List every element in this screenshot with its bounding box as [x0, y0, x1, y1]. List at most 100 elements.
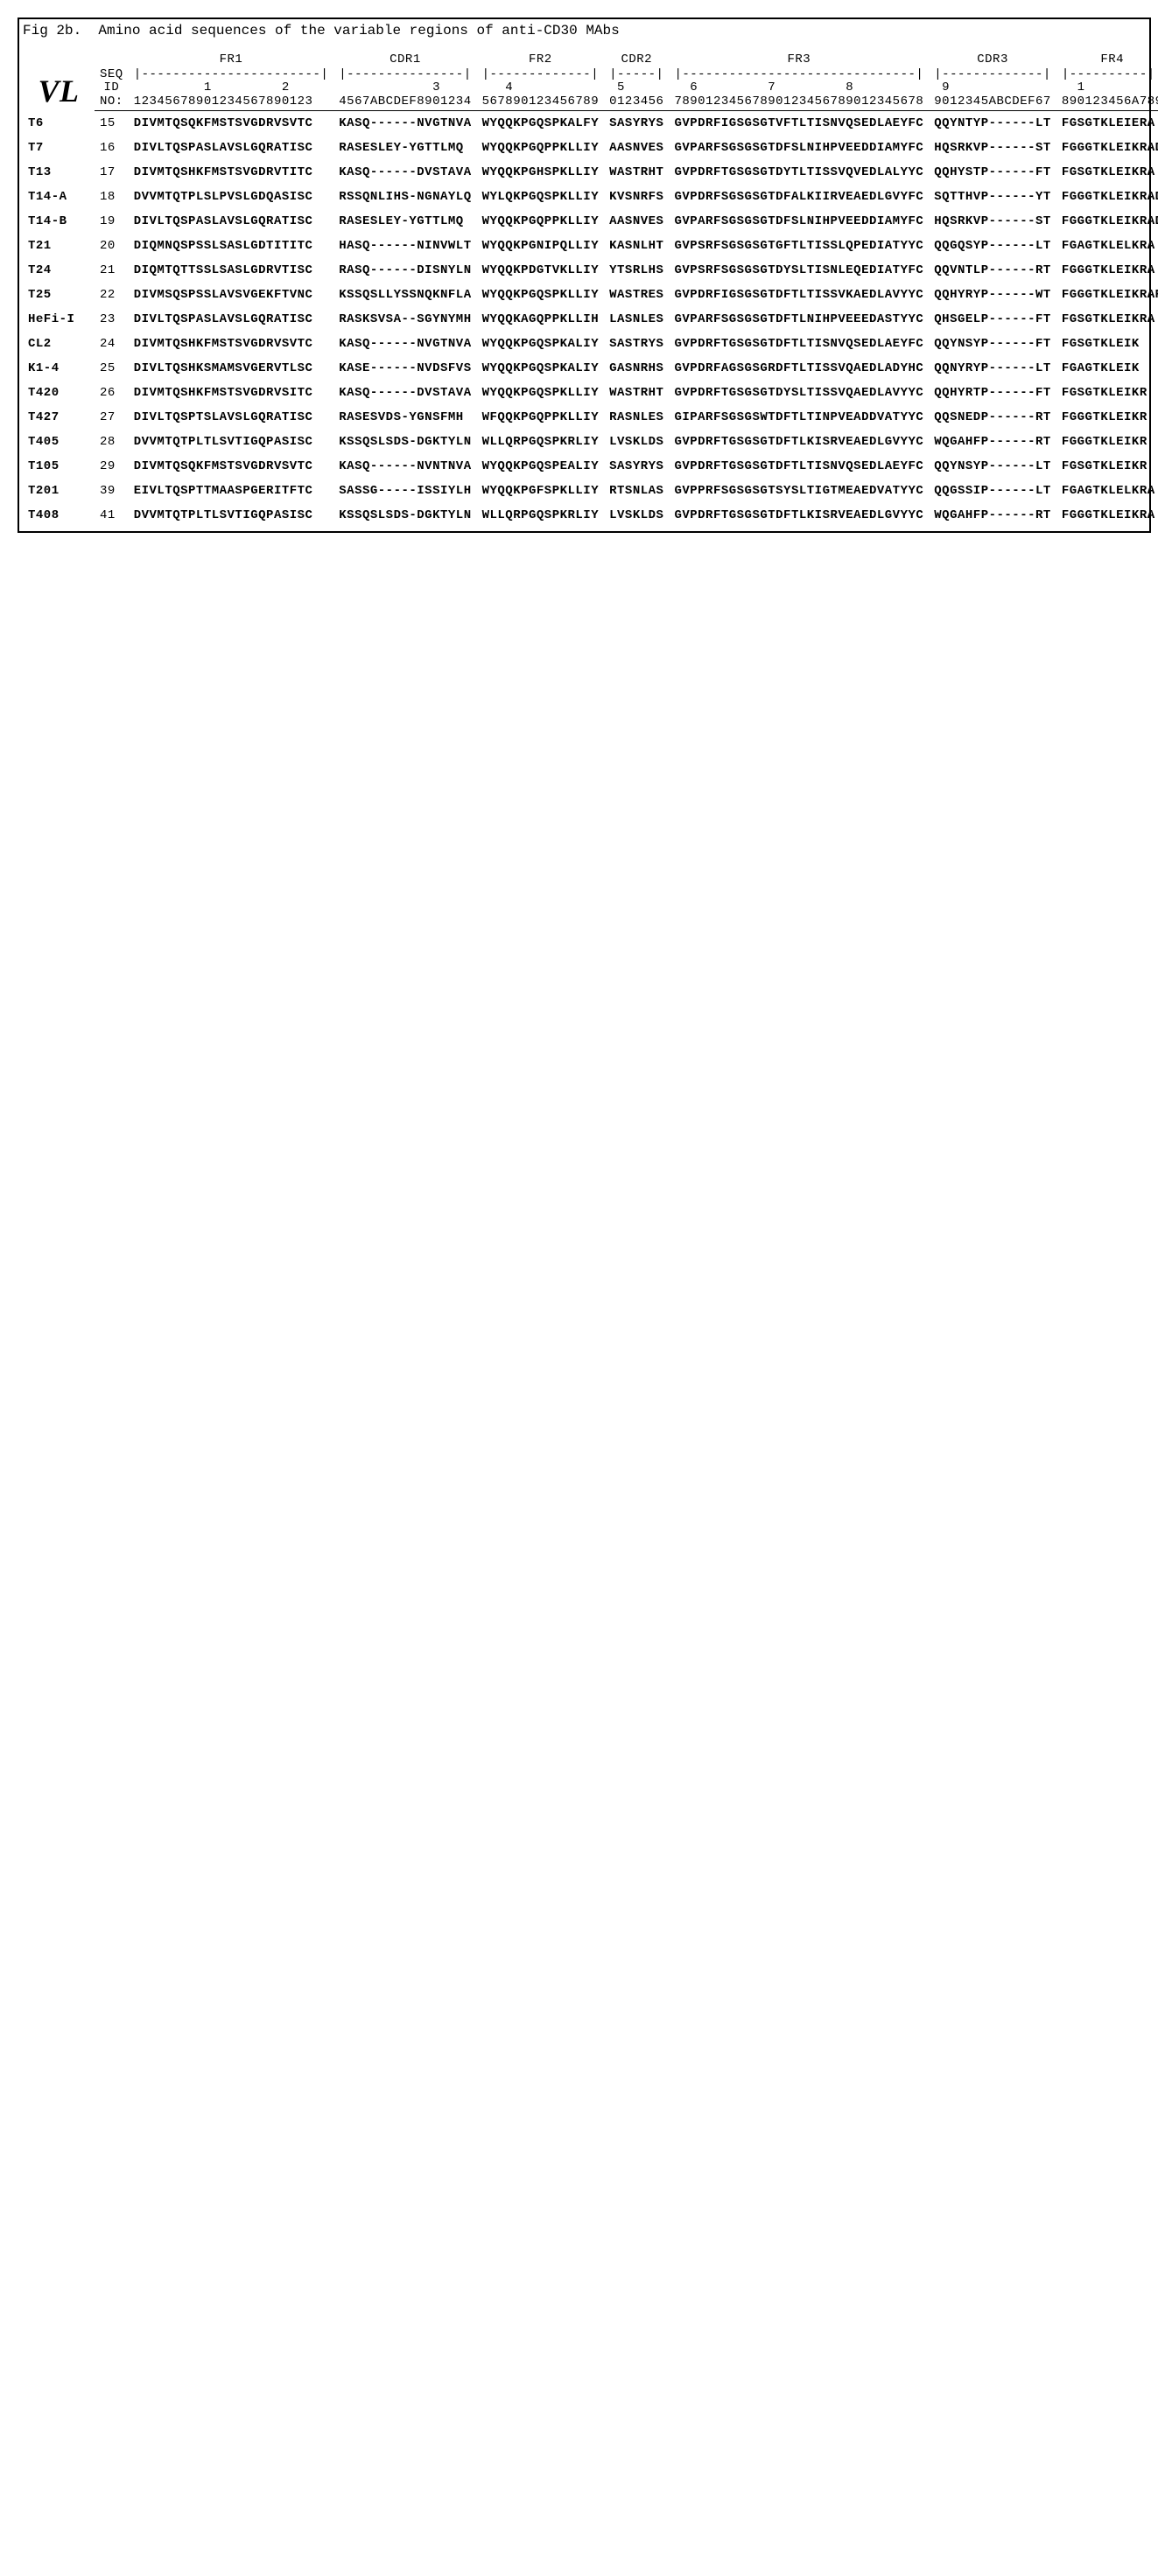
- seq-id: 41: [95, 503, 129, 528]
- seq-FR3: GVPDRFIGSGSGTDFTLTISSVKAEDLAVYYC: [669, 283, 929, 307]
- seq-CDR2: AASNVES: [604, 209, 669, 234]
- ruler-row: |-----------------------| |-------------…: [23, 68, 1158, 81]
- seq-FR4: FGSGTKLEIK: [1056, 332, 1158, 356]
- figure-label: Fig 2b.: [23, 23, 81, 38]
- units-CDR1: 4567ABCDEF8901234: [333, 95, 476, 111]
- seq-CDR3: SQTTHVP------YT: [929, 185, 1056, 209]
- sequence-row: CL224DIVMTQSHKFMSTSVGDRVSVTCKASQ------NV…: [23, 332, 1158, 356]
- seq-id: 27: [95, 405, 129, 430]
- seq-CDR3: QQYNTYP------LT: [929, 111, 1056, 136]
- seq-CDR1: RASESLEY-YGTTLMQ: [333, 136, 476, 160]
- seq-FR3: GVPARFSGSGSGTDFTLNIHPVEEEDASTYYC: [669, 307, 929, 332]
- sequence-row: T10529DIVMTQSQKFMSTSVGDRVSVTCKASQ------N…: [23, 454, 1158, 479]
- seq-CDR2: LVSKLDS: [604, 503, 669, 528]
- seq-CDR1: RASESVDS-YGNSFMH: [333, 405, 476, 430]
- seq-id: 18: [95, 185, 129, 209]
- seq-FR3: GVPSRFSGSGSGTGFTLTISSLQPEDIATYYC: [669, 234, 929, 258]
- tens-CDR2: 5: [604, 81, 669, 94]
- seq-FR4: FGGGTKLEIKRAD: [1056, 209, 1158, 234]
- chain-label: VL: [28, 73, 89, 109]
- seq-CDR2: SASTRYS: [604, 332, 669, 356]
- seq-FR2: WYQQKPGQSPKALIY: [477, 356, 605, 381]
- seq-CDR2: WASTRHT: [604, 381, 669, 405]
- seq-FR4: FGSGTKLEIKR: [1056, 454, 1158, 479]
- seq-FR3: GVPPRFSGSGSGTSYSLTIGTMEAEDVATYYC: [669, 479, 929, 503]
- position-tens-row: 1 2 3 4 5 6 7 8 9 1: [23, 81, 1158, 94]
- seq-id: 17: [95, 160, 129, 185]
- seq-FR3: GIPARFSGSGSWTDFTLTINPVEADDVATYYC: [669, 405, 929, 430]
- seq-CDR2: LVSKLDS: [604, 430, 669, 454]
- units-FR3: 78901234567890123456789012345678: [669, 95, 929, 111]
- clone-name: T201: [23, 479, 95, 503]
- sequence-row: T42026DIVMTQSHKFMSTSVGDRVSITCKASQ------D…: [23, 381, 1158, 405]
- seq-FR1: DVVMTQTPLTLSVTIGQPASISC: [129, 503, 334, 528]
- clone-name: T6: [23, 111, 95, 136]
- clone-name: T427: [23, 405, 95, 430]
- seq-FR2: WYLQKPGQSPKLLIY: [477, 185, 605, 209]
- seq-FR4: FGGGTKLEIKRA: [1056, 258, 1158, 283]
- seq-CDR3: WQGAHFP------RT: [929, 430, 1056, 454]
- region-header-row: VL SEQ ID NO: FR1 CDR1 FR2 CDR2 FR3 CDR3…: [23, 47, 1158, 68]
- seq-CDR3: QQSNEDP------RT: [929, 405, 1056, 430]
- figure-container: Fig 2b. Amino acid sequences of the vari…: [18, 18, 1151, 533]
- seq-FR1: DIVMTQSQKFMSTSVGDRVSVTC: [129, 111, 334, 136]
- seq-CDR2: RTSNLAS: [604, 479, 669, 503]
- seq-id: 16: [95, 136, 129, 160]
- seq-CDR1: RSSQNLIHS-NGNAYLQ: [333, 185, 476, 209]
- seq-FR3: GVPDRFTGSGSGTDFTLTISNVQSEDLAEYFC: [669, 332, 929, 356]
- sequence-table: VL SEQ ID NO: FR1 CDR1 FR2 CDR2 FR3 CDR3…: [23, 47, 1158, 528]
- ruler-CDR1: |---------------|: [333, 68, 476, 81]
- clone-name: T14-B: [23, 209, 95, 234]
- seq-CDR3: QQNYRYP------LT: [929, 356, 1056, 381]
- sequence-body: T615DIVMTQSQKFMSTSVGDRVSVTCKASQ------NVG…: [23, 111, 1158, 528]
- seq-FR3: GVPDRFTGSGSGTDFTLKISRVEAEDLGVYYC: [669, 430, 929, 454]
- seq-CDR2: WASTRES: [604, 283, 669, 307]
- seq-CDR1: KSSQSLSDS-DGKTYLN: [333, 503, 476, 528]
- seq-CDR1: KASQ------DVSTAVA: [333, 381, 476, 405]
- region-FR4: FR4: [1056, 47, 1158, 68]
- region-FR3: FR3: [669, 47, 929, 68]
- seq-id: 20: [95, 234, 129, 258]
- ruler-FR3: |------------------------------|: [669, 68, 929, 81]
- clone-name: K1-4: [23, 356, 95, 381]
- sequence-row: T42727DIVLTQSPTSLAVSLGQRATISCRASESVDS-YG…: [23, 405, 1158, 430]
- seq-FR3: GVPDRFSGSGSGTDFALKIIRVEAEDLGVYFC: [669, 185, 929, 209]
- seq-FR4: FGSGTKLEIKRA: [1056, 307, 1158, 332]
- seqid-header: SEQ ID NO:: [95, 47, 129, 111]
- tens-FR2: 4: [477, 81, 605, 94]
- clone-name: T14-A: [23, 185, 95, 209]
- seq-CDR1: KASQ------NVGTNVA: [333, 111, 476, 136]
- seq-FR2: WYQQKPGHSPKLLIY: [477, 160, 605, 185]
- units-FR2: 567890123456789: [477, 95, 605, 111]
- sequence-row: T1317DIVMTQSHKFMSTSVGDRVTITCKASQ------DV…: [23, 160, 1158, 185]
- seq-CDR3: QQVNTLP------RT: [929, 258, 1056, 283]
- seq-CDR1: KSSQSLSDS-DGKTYLN: [333, 430, 476, 454]
- units-FR1: 12345678901234567890123: [129, 95, 334, 111]
- sequence-row: T2120DIQMNQSPSSLSASLGDTITITCHASQ------NI…: [23, 234, 1158, 258]
- clone-name: T13: [23, 160, 95, 185]
- seq-CDR1: KASQ------NVNTNVA: [333, 454, 476, 479]
- clone-name: T405: [23, 430, 95, 454]
- seq-FR1: DIVMTQSHKFMSTSVGDRVSVTC: [129, 332, 334, 356]
- seq-FR4: FGGGTKLEIKRAR: [1056, 283, 1158, 307]
- seq-FR1: DIVMSQSPSSLAVSVGEKFTVNC: [129, 283, 334, 307]
- seq-id: 28: [95, 430, 129, 454]
- seq-FR3: GVPDRFAGSGSGRDFTLTISSVQAEDLADYHC: [669, 356, 929, 381]
- seq-FR3: GVPDRFIGSGSGTVFTLTISNVQSEDLAEYFC: [669, 111, 929, 136]
- seq-FR3: GVPARFSGSGSGTDFSLNIHPVEEDDIAMYFC: [669, 136, 929, 160]
- seq-FR1: DIVMTQSHKFMSTSVGDRVTITC: [129, 160, 334, 185]
- seq-FR1: DIVMTQSQKFMSTSVGDRVSVTC: [129, 454, 334, 479]
- seq-id: 22: [95, 283, 129, 307]
- seq-CDR3: QQHYRTP------FT: [929, 381, 1056, 405]
- seq-FR2: WYQQKPGFSPKLLIY: [477, 479, 605, 503]
- seq-CDR1: KASQ------DVSTAVA: [333, 160, 476, 185]
- seq-CDR2: YTSRLHS: [604, 258, 669, 283]
- seq-CDR3: WQGAHFP------RT: [929, 503, 1056, 528]
- seq-FR4: FGSGTKLEIKRA: [1056, 160, 1158, 185]
- seq-FR2: WYQQKPGQPPKLLIY: [477, 136, 605, 160]
- clone-name: T25: [23, 283, 95, 307]
- seq-CDR3: QQGQSYP------LT: [929, 234, 1056, 258]
- clone-name: T105: [23, 454, 95, 479]
- seq-CDR1: RASKSVSA--SGYNYMH: [333, 307, 476, 332]
- seq-CDR2: SASYRYS: [604, 454, 669, 479]
